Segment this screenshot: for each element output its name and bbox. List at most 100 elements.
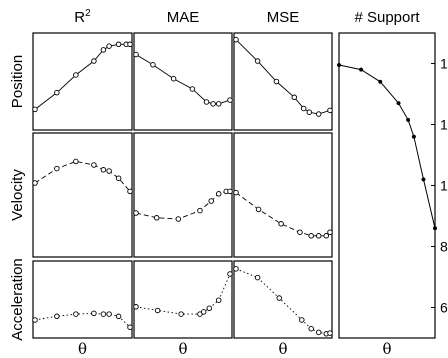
point-position-mse-3: [291, 94, 298, 101]
point-velocity-mse-2: [278, 221, 284, 227]
y-tick-label-3: 12K: [440, 117, 448, 133]
series-line-velocity-mse: [235, 192, 331, 237]
point-velocity-mae-3: [197, 207, 203, 214]
panel-velocity-r2: [32, 132, 133, 258]
point-position-mae-0: [133, 51, 139, 58]
point-position-mae-3: [189, 86, 196, 92]
point-support-0: [336, 62, 342, 68]
point-velocity-mse-3: [297, 229, 303, 235]
point-acceleration-mse-4: [308, 325, 314, 332]
x-axis-label-mae: θ: [178, 340, 187, 358]
x-axis-label-mse: θ: [278, 340, 287, 358]
series-line-position-mse: [235, 39, 331, 115]
point-position-r2-0: [32, 106, 38, 113]
point-position-r2-1: [54, 89, 60, 96]
series-line-position-mae: [135, 54, 231, 105]
point-support-2: [378, 79, 383, 84]
point-position-r2-4: [100, 47, 107, 53]
point-velocity-mae-2: [175, 216, 182, 222]
point-position-mse-7: [327, 107, 333, 114]
point-velocity-r2-5: [106, 168, 112, 174]
point-acceleration-mse-3: [299, 317, 305, 323]
series-line-position-r2: [34, 43, 130, 110]
point-acceleration-mse-2: [276, 295, 282, 301]
point-position-mse-2: [273, 78, 280, 85]
point-velocity-mse-0: [233, 189, 239, 196]
y-tick-label-1: 8K: [440, 239, 448, 255]
point-velocity-r2-2: [73, 158, 79, 165]
series-line-velocity-r2: [34, 160, 131, 192]
point-velocity-mae-5: [215, 191, 222, 197]
panel-acceleration-mae: [133, 260, 233, 339]
column-title-mae: MAE: [167, 9, 200, 26]
point-position-mae-2: [170, 75, 177, 82]
point-support-3: [396, 101, 401, 106]
point-acceleration-r2-1: [54, 313, 60, 320]
series-line-velocity-mae: [135, 190, 230, 220]
point-velocity-mse-1: [255, 206, 262, 213]
point-acceleration-mse-5: [315, 329, 322, 336]
column-title-r2: R2: [74, 8, 91, 26]
point-acceleration-r2-7: [127, 324, 133, 330]
series-line-acceleration-mae: [135, 273, 231, 315]
point-acceleration-r2-3: [91, 310, 97, 317]
point-position-mae-7: [227, 97, 233, 103]
panel-position-r2: [32, 32, 133, 131]
panel-velocity-mse: [233, 132, 333, 258]
x-axis-label-support: θ: [382, 340, 391, 358]
point-support-1: [359, 67, 364, 72]
point-position-mse-5: [306, 109, 313, 115]
point-velocity-r2-4: [100, 167, 107, 173]
point-velocity-mse-5: [315, 233, 322, 239]
point-acceleration-r2-6: [115, 313, 122, 320]
point-acceleration-mse-1: [254, 274, 261, 281]
point-acceleration-mae-4: [200, 309, 207, 315]
column-title-support: # Support: [354, 9, 420, 26]
point-velocity-mse-7: [327, 229, 333, 235]
series-line-acceleration-mse: [235, 268, 331, 335]
y-tick-label-4: 14K: [440, 56, 448, 72]
point-position-r2-5: [106, 43, 112, 49]
point-acceleration-mae-1: [154, 307, 161, 314]
point-position-mse-0: [233, 36, 239, 43]
point-velocity-mae-7: [227, 188, 233, 195]
point-position-r2-8: [127, 41, 133, 48]
point-position-mse-6: [315, 111, 322, 117]
point-position-r2-6: [115, 41, 122, 48]
panel-position-mae: [133, 32, 233, 131]
point-acceleration-mae-7: [227, 271, 233, 277]
point-position-r2-3: [91, 58, 97, 64]
point-position-r2-2: [73, 72, 79, 78]
column-title-mse: MSE: [267, 9, 300, 26]
point-acceleration-r2-2: [73, 311, 79, 317]
point-velocity-mse-4: [308, 233, 314, 239]
point-support-6: [421, 177, 426, 182]
point-position-mse-1: [254, 58, 261, 64]
point-support-5: [411, 134, 416, 139]
row-label-velocity: Velocity: [9, 169, 26, 221]
point-velocity-r2-6: [115, 175, 122, 181]
panel-position-mse: [233, 32, 333, 131]
point-acceleration-r2-4: [100, 311, 107, 317]
point-support-7: [432, 226, 438, 231]
point-position-mae-6: [215, 101, 222, 107]
point-acceleration-r2-0: [32, 317, 38, 323]
series-line-support: [338, 64, 436, 229]
point-position-mae-4: [203, 99, 210, 105]
y-tick-label-2: 10K: [440, 178, 448, 194]
y-tick-label-0: 6K: [440, 300, 448, 316]
panel-acceleration-r2: [32, 260, 133, 339]
point-velocity-mae-0: [133, 210, 139, 216]
point-position-mae-5: [210, 101, 216, 107]
point-acceleration-mae-6: [215, 297, 222, 303]
series-line-acceleration-r2: [34, 312, 131, 328]
point-velocity-r2-3: [91, 162, 97, 168]
point-support-4: [406, 117, 411, 122]
point-velocity-r2-0: [32, 180, 38, 186]
point-position-mae-1: [150, 62, 156, 68]
point-velocity-r2-1: [54, 165, 60, 172]
point-acceleration-mse-0: [233, 266, 239, 272]
panel-velocity-mae: [133, 132, 233, 258]
x-axis-label-r2: θ: [78, 340, 87, 358]
